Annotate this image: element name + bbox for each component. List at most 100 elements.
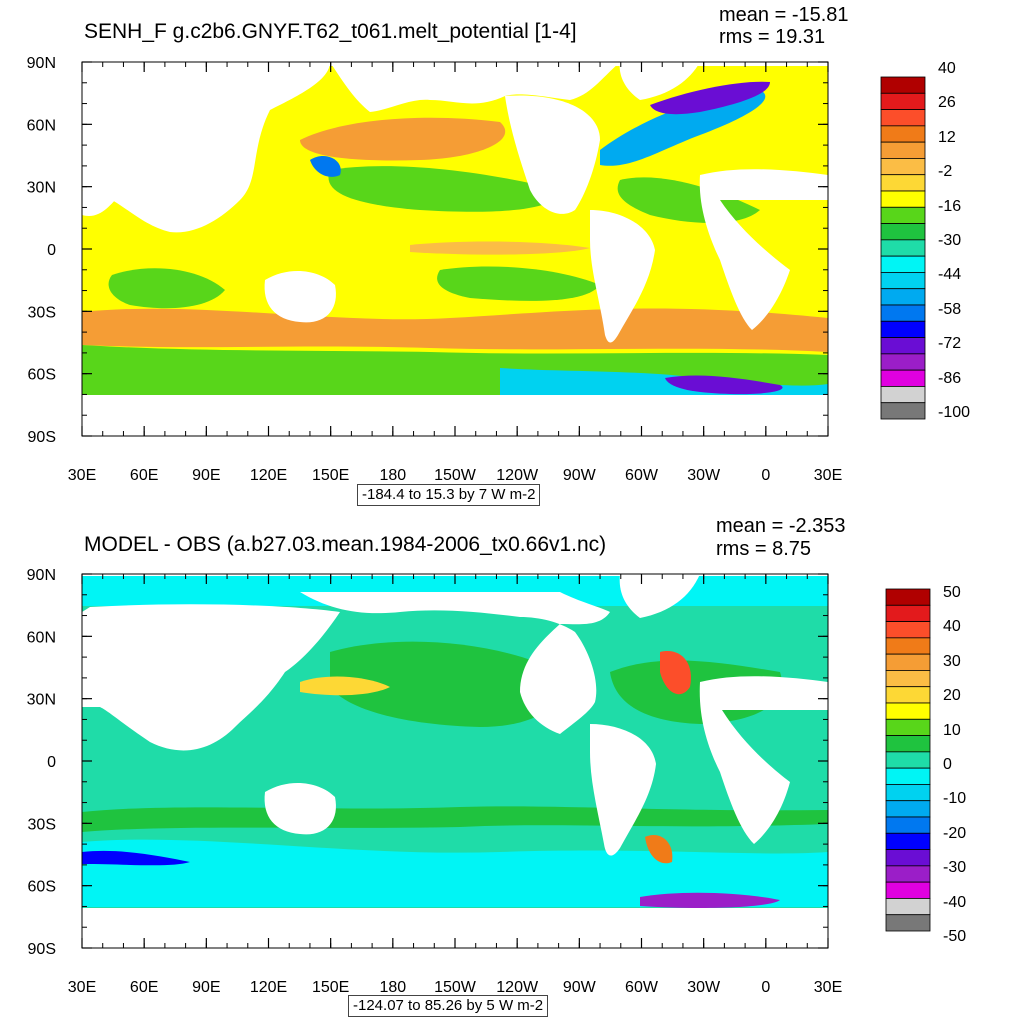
colorbar-swatch — [880, 304, 926, 322]
indian-ocean-patch — [108, 268, 225, 309]
map-plot: 30E 60E 90E 120E 150E 180 150W 120W 90W 60W 30W 0 30… — [27, 567, 843, 996]
southern-ocean-band — [82, 308, 828, 352]
colorbar-swatch — [880, 402, 926, 420]
colorbar-swatch — [885, 686, 931, 704]
colorbar-swatch — [880, 109, 926, 127]
colorbar-tick-label: -30 — [938, 232, 962, 249]
greenland-land — [619, 574, 700, 618]
colorbar-swatch — [885, 865, 931, 883]
y-tick-label: 90N — [27, 567, 56, 584]
colorbar-swatch — [880, 386, 926, 404]
colorbar-swatch — [880, 255, 926, 273]
australia-land — [264, 782, 336, 835]
range-info: -184.4 to 15.3 by 7 W m-2 — [357, 484, 541, 506]
colorbar-swatch — [880, 223, 926, 241]
y-tick-label: 30N — [27, 180, 56, 197]
colorbar-swatch — [880, 141, 926, 159]
kuroshio-low — [310, 155, 341, 177]
colorbar-swatch — [880, 76, 926, 94]
axes: 30E 60E 90E 120E 150E 180 150W 120W 90W 60W 30W 0 30… — [27, 55, 843, 484]
colorbar-tick-label: 30 — [943, 652, 961, 670]
south-america-land — [590, 724, 656, 856]
colorbar-swatch — [880, 174, 926, 192]
colorbar-swatch — [885, 832, 931, 850]
colorbar-swatch — [880, 337, 926, 355]
x-tick-label: 90W — [563, 979, 597, 996]
australia-land — [264, 270, 336, 323]
x-tick-label: 60W — [625, 979, 659, 996]
colorbar — [880, 76, 926, 425]
y-tick-label: 60S — [28, 367, 56, 384]
colorbar-swatch — [880, 320, 926, 338]
colorbar-swatch — [885, 800, 931, 818]
colorbar-swatch — [885, 702, 931, 720]
falklands-high — [645, 834, 673, 864]
colorbar-swatch — [885, 604, 931, 622]
equatorial-band — [410, 241, 590, 255]
panel-model-obs: MODEL - OBS (a.b27.03.mean.1984-2006_tx0… — [0, 512, 1024, 1024]
colorbar-tick-label: -30 — [943, 859, 967, 877]
colorbar-tick-label: -16 — [938, 197, 962, 215]
range-info: -124.07 to 85.26 by 5 W m-2 — [348, 995, 549, 1017]
gulf-stream-high — [660, 651, 691, 695]
x-tick-label: 30E — [68, 467, 96, 484]
x-tick-label: 120W — [496, 467, 539, 484]
colorbar-tick-label: -86 — [938, 369, 962, 387]
colorbar-swatch — [885, 751, 931, 769]
north-pacific-high — [300, 117, 506, 161]
antarctica-land — [82, 395, 828, 436]
x-tick-label: 150W — [434, 979, 477, 996]
colorbar — [885, 588, 931, 937]
colorbar-swatch — [885, 914, 931, 932]
colorbar-swatch — [880, 288, 926, 306]
colorbar-tick-label: -72 — [938, 335, 962, 353]
colorbar-tick-label: 26 — [938, 94, 956, 112]
y-tick-label: 60N — [27, 117, 56, 134]
se-pacific-patch — [437, 266, 600, 301]
rms-value: rms = 19.31 — [719, 26, 826, 48]
labrador-low — [650, 81, 770, 115]
colorbar-swatch — [885, 637, 931, 655]
colorbar-swatch — [885, 881, 931, 899]
colorbar-swatch — [880, 239, 926, 257]
colorbar-swatch — [880, 353, 926, 371]
colorbar-swatch — [885, 767, 931, 785]
colorbar-swatch — [885, 816, 931, 834]
colorbar-swatch — [885, 849, 931, 867]
x-tick-label: 150E — [312, 467, 349, 484]
y-tick-label: 90N — [27, 55, 56, 72]
map-field — [82, 574, 828, 948]
map-plot: 30E 60E 90E 120E 150E 180 150W 120W 90W 60W 30W 0 30… — [27, 55, 843, 484]
mean-value: mean = -15.81 — [719, 4, 849, 26]
africa-land — [699, 676, 828, 844]
x-tick-label: 30E — [814, 979, 842, 996]
colorbar-swatch — [880, 92, 926, 110]
north-america-land — [505, 95, 600, 214]
colorbar-swatch — [880, 272, 926, 290]
colorbar-swatch — [885, 735, 931, 753]
north-pacific-patch — [328, 166, 560, 212]
x-tick-label: 90E — [192, 467, 220, 484]
colorbar-tick-label: 20 — [943, 687, 961, 705]
colorbar-swatch — [880, 190, 926, 208]
y-tick-label: 60S — [28, 879, 56, 896]
north-pacific-green — [330, 641, 562, 727]
colorbar-tick-label: -44 — [938, 266, 962, 284]
colorbar-tick-label: 40 — [938, 60, 956, 77]
gulf-stream-low — [600, 90, 766, 166]
southern-ocean-cyan — [82, 839, 828, 907]
colorbar-tick-label: 0 — [943, 756, 952, 773]
colorbar-swatch — [880, 206, 926, 224]
colorbar-swatch — [885, 670, 931, 688]
x-tick-label: 120W — [496, 979, 539, 996]
colorbar-swatch — [880, 158, 926, 176]
colorbar-tick-label: -50 — [943, 928, 967, 945]
colorbar-tick-label: 12 — [938, 128, 956, 146]
colorbar-tick-label: 50 — [943, 584, 961, 601]
colorbar-tick-label: -100 — [938, 404, 971, 421]
africa-land — [699, 169, 828, 330]
colorbar-swatches — [885, 588, 931, 932]
south-america-land — [590, 210, 655, 343]
x-tick-label: 30E — [68, 979, 96, 996]
colorbar-tick-label: -10 — [943, 790, 967, 808]
